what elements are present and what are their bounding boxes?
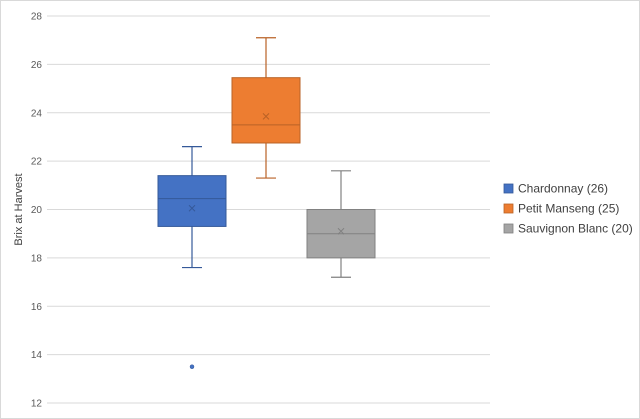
y-tick-label-22: 22	[31, 157, 43, 168]
y-axis-tick-labels: 12 14 16 18 20 22 24 26 28	[31, 12, 43, 410]
legend: Chardonnay (26) Petit Manseng (25) Sauvign…	[503, 182, 633, 236]
y-axis-title: Brix at Harvest	[13, 173, 25, 245]
y-tick-label-16: 16	[31, 302, 43, 313]
interquartile-box	[157, 175, 227, 227]
mean-marker	[337, 227, 345, 235]
y-tick-label-28: 28	[31, 12, 43, 23]
outlier-point-1	[189, 364, 195, 369]
box-3	[306, 170, 376, 278]
legend-label-1: Chardonnay (26)	[518, 182, 608, 196]
gridlines	[47, 15, 490, 404]
box-2	[231, 37, 301, 179]
mean-marker	[262, 113, 270, 120]
y-tick-label-18: 18	[31, 253, 43, 264]
box-1	[157, 146, 227, 369]
legend-label-2: Petit Manseng (25)	[518, 202, 619, 216]
y-tick-label-26: 26	[31, 60, 43, 71]
y-tick-label-12: 12	[31, 399, 43, 410]
y-tick-label-20: 20	[31, 205, 43, 216]
y-tick-label-24: 24	[31, 108, 43, 119]
y-tick-label-14: 14	[31, 350, 43, 361]
mean-marker	[188, 204, 196, 212]
legend-swatch-1	[503, 183, 514, 194]
legend-label-3: Sauvignon Blanc (20)	[518, 222, 633, 236]
legend-swatch-3	[503, 223, 514, 234]
legend-swatch-2	[503, 203, 514, 214]
interquartile-box	[231, 77, 301, 144]
box-series	[157, 37, 376, 369]
